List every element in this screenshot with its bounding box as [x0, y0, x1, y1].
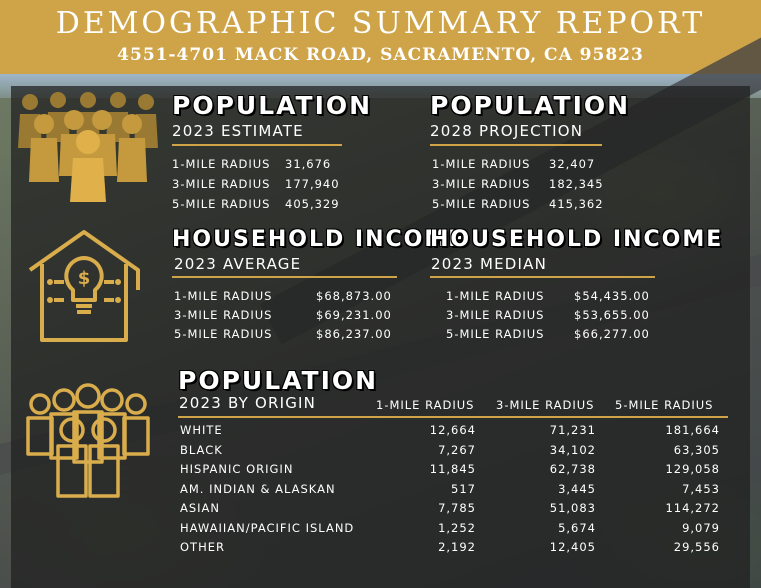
origin-value: 3,445 — [558, 481, 596, 496]
origin-value: 63,305 — [673, 442, 720, 457]
report-title: DEMOGRAPHIC SUMMARY REPORT — [55, 6, 706, 41]
origin-label: WHITE — [180, 423, 223, 437]
population-projection-subtitle: 2028 PROJECTION — [430, 122, 584, 140]
origin-row: OTHER 2,192 12,405 29,556 — [180, 540, 720, 558]
radius-value: $68,873.00 — [316, 289, 392, 303]
radius-label: 3-MILE RADIUS — [432, 177, 531, 191]
radius-row: 1-MILE RADIUS $68,873.00 — [174, 289, 414, 305]
radius-row: 3-MILE RADIUS 177,940 — [172, 177, 412, 193]
origin-title: POPULATION — [178, 366, 379, 395]
population-estimate-subtitle: 2023 ESTIMATE — [172, 122, 304, 140]
radius-value: $86,237.00 — [316, 327, 392, 341]
radius-value: 415,362 — [549, 197, 604, 211]
report-header: DEMOGRAPHIC SUMMARY REPORT 4551-4701 MAC… — [0, 0, 761, 74]
radius-label: 5-MILE RADIUS — [174, 327, 273, 341]
radius-row: 5-MILE RADIUS 415,362 — [432, 197, 672, 213]
radius-value: 405,329 — [285, 197, 340, 211]
radius-label: 1-MILE RADIUS — [446, 289, 545, 303]
origin-value: 62,738 — [549, 462, 596, 476]
origin-value: 51,083 — [549, 501, 596, 515]
svg-text:$: $ — [78, 268, 91, 289]
origin-row: ASIAN 7,785 51,083 114,272 — [180, 501, 720, 519]
radius-label: 1-MILE RADIUS — [432, 157, 531, 171]
origin-value: 9,079 — [682, 520, 720, 535]
radius-label: 1-MILE RADIUS — [172, 157, 271, 171]
population-projection-title: POPULATION — [430, 91, 631, 120]
house-lightbulb-dollar-icon: $ — [28, 230, 140, 342]
section-divider — [430, 144, 602, 146]
income-median-subtitle: 2023 MEDIAN — [431, 255, 548, 273]
income-median-title: HOUSEHOLD INCOME — [430, 227, 724, 252]
origin-value: 11,845 — [429, 462, 476, 476]
radius-row: 3-MILE RADIUS 182,345 — [432, 177, 672, 193]
radius-row: 5-MILE RADIUS $66,277.00 — [446, 327, 686, 343]
origin-column-3-mile: 3-MILE RADIUS — [496, 398, 595, 412]
income-average-title: HOUSEHOLD INCOME — [172, 227, 466, 252]
origin-value: 29,556 — [673, 540, 720, 554]
section-divider — [172, 276, 397, 278]
origin-value: 7,785 — [438, 501, 476, 515]
radius-value: 32,407 — [549, 157, 596, 171]
section-divider — [178, 416, 728, 418]
origin-label: BLACK — [180, 442, 223, 457]
radius-value: 31,676 — [285, 157, 332, 171]
people-group-icon — [18, 92, 158, 202]
radius-row: 3-MILE RADIUS $69,231.00 — [174, 308, 414, 324]
radius-label: 3-MILE RADIUS — [174, 308, 273, 322]
people-outline-group-icon — [26, 383, 150, 498]
radius-value: $66,277.00 — [574, 327, 650, 341]
radius-label: 1-MILE RADIUS — [174, 289, 273, 303]
origin-row: WHITE 12,664 71,231 181,664 — [180, 423, 720, 441]
origin-row: AM. INDIAN & ALASKAN 517 3,445 7,453 — [180, 482, 720, 500]
origin-value: 7,453 — [682, 481, 720, 496]
radius-label: 5-MILE RADIUS — [432, 197, 531, 211]
origin-value: 12,405 — [549, 540, 596, 554]
origin-row: HISPANIC ORIGIN 11,845 62,738 129,058 — [180, 462, 720, 480]
origin-value: 7,267 — [438, 442, 476, 457]
radius-value: 177,940 — [285, 177, 340, 191]
origin-label: ASIAN — [180, 501, 221, 515]
radius-label: 3-MILE RADIUS — [446, 308, 545, 322]
origin-column-5-mile: 5-MILE RADIUS — [615, 398, 714, 412]
origin-value: 1,252 — [438, 520, 476, 535]
origin-subtitle: 2023 BY ORIGIN — [179, 394, 317, 412]
origin-row: HAWAIIAN/PACIFIC ISLAND 1,252 5,674 9,079 — [180, 521, 720, 539]
radius-row: 1-MILE RADIUS $54,435.00 — [446, 289, 686, 305]
origin-label: AM. INDIAN & ALASKAN — [180, 481, 336, 496]
origin-value: 5,674 — [558, 520, 596, 535]
origin-value: 12,664 — [429, 423, 476, 437]
population-estimate-title: POPULATION — [172, 91, 373, 120]
origin-label: HAWAIIAN/PACIFIC ISLAND — [180, 520, 355, 535]
origin-value: 114,272 — [665, 501, 720, 515]
origin-label: OTHER — [180, 540, 225, 554]
radius-row: 3-MILE RADIUS $53,655.00 — [446, 308, 686, 324]
radius-row: 5-MILE RADIUS 405,329 — [172, 197, 412, 213]
radius-row: 1-MILE RADIUS 31,676 — [172, 157, 412, 173]
radius-label: 3-MILE RADIUS — [172, 177, 271, 191]
section-divider — [430, 276, 655, 278]
origin-value: 71,231 — [549, 423, 596, 437]
radius-row: 1-MILE RADIUS 32,407 — [432, 157, 672, 173]
origin-value: 129,058 — [665, 462, 720, 476]
radius-value: $53,655.00 — [574, 308, 650, 322]
property-address: 4551-4701 MACK ROAD, SACRAMENTO, CA 9582… — [117, 45, 644, 65]
radius-value: $69,231.00 — [316, 308, 392, 322]
origin-row: BLACK 7,267 34,102 63,305 — [180, 443, 720, 461]
origin-value: 34,102 — [549, 442, 596, 457]
origin-value: 2,192 — [438, 540, 476, 554]
origin-label: HISPANIC ORIGIN — [180, 462, 294, 476]
origin-value: 517 — [451, 481, 476, 496]
origin-column-1-mile: 1-MILE RADIUS — [376, 398, 475, 412]
radius-label: 5-MILE RADIUS — [172, 197, 271, 211]
radius-value: 182,345 — [549, 177, 604, 191]
radius-row: 5-MILE RADIUS $86,237.00 — [174, 327, 414, 343]
section-divider — [172, 144, 342, 146]
origin-value: 181,664 — [665, 423, 720, 437]
radius-value: $54,435.00 — [574, 289, 650, 303]
radius-label: 5-MILE RADIUS — [446, 327, 545, 341]
income-average-subtitle: 2023 AVERAGE — [174, 255, 302, 273]
